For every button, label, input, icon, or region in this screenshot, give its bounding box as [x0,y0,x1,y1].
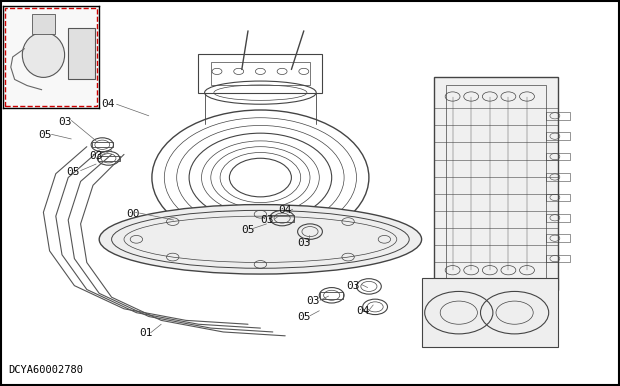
Text: 04: 04 [356,306,370,316]
Text: 04: 04 [278,205,292,215]
Bar [270,215,294,222]
Bar [546,234,570,242]
Text: 03: 03 [58,117,72,127]
Bar [211,62,310,85]
Text: 01: 01 [139,328,153,338]
Text: 03: 03 [347,281,360,291]
Bar [546,255,570,262]
Bar [434,77,558,290]
Bar [546,112,570,120]
Bar [546,153,570,161]
Bar [320,292,343,299]
Bar [446,85,546,282]
Bar [546,214,570,222]
Text: 00: 00 [126,209,140,219]
Text: 05: 05 [297,312,311,322]
Bar [422,278,558,347]
Text: DCYA60002780: DCYA60002780 [8,365,83,375]
Text: 05: 05 [66,167,80,177]
Bar [546,132,570,140]
Bar [546,193,570,201]
Bar [198,54,322,93]
Bar [98,156,120,161]
Text: 05: 05 [241,225,255,235]
Text: 05: 05 [38,130,52,140]
Text: 03: 03 [297,238,311,248]
Text: 03: 03 [89,151,103,161]
Bar [546,173,570,181]
Text: 03: 03 [306,296,320,306]
Ellipse shape [99,205,422,274]
Bar [92,142,113,147]
Text: 03: 03 [260,215,273,225]
Text: 04: 04 [102,99,115,109]
